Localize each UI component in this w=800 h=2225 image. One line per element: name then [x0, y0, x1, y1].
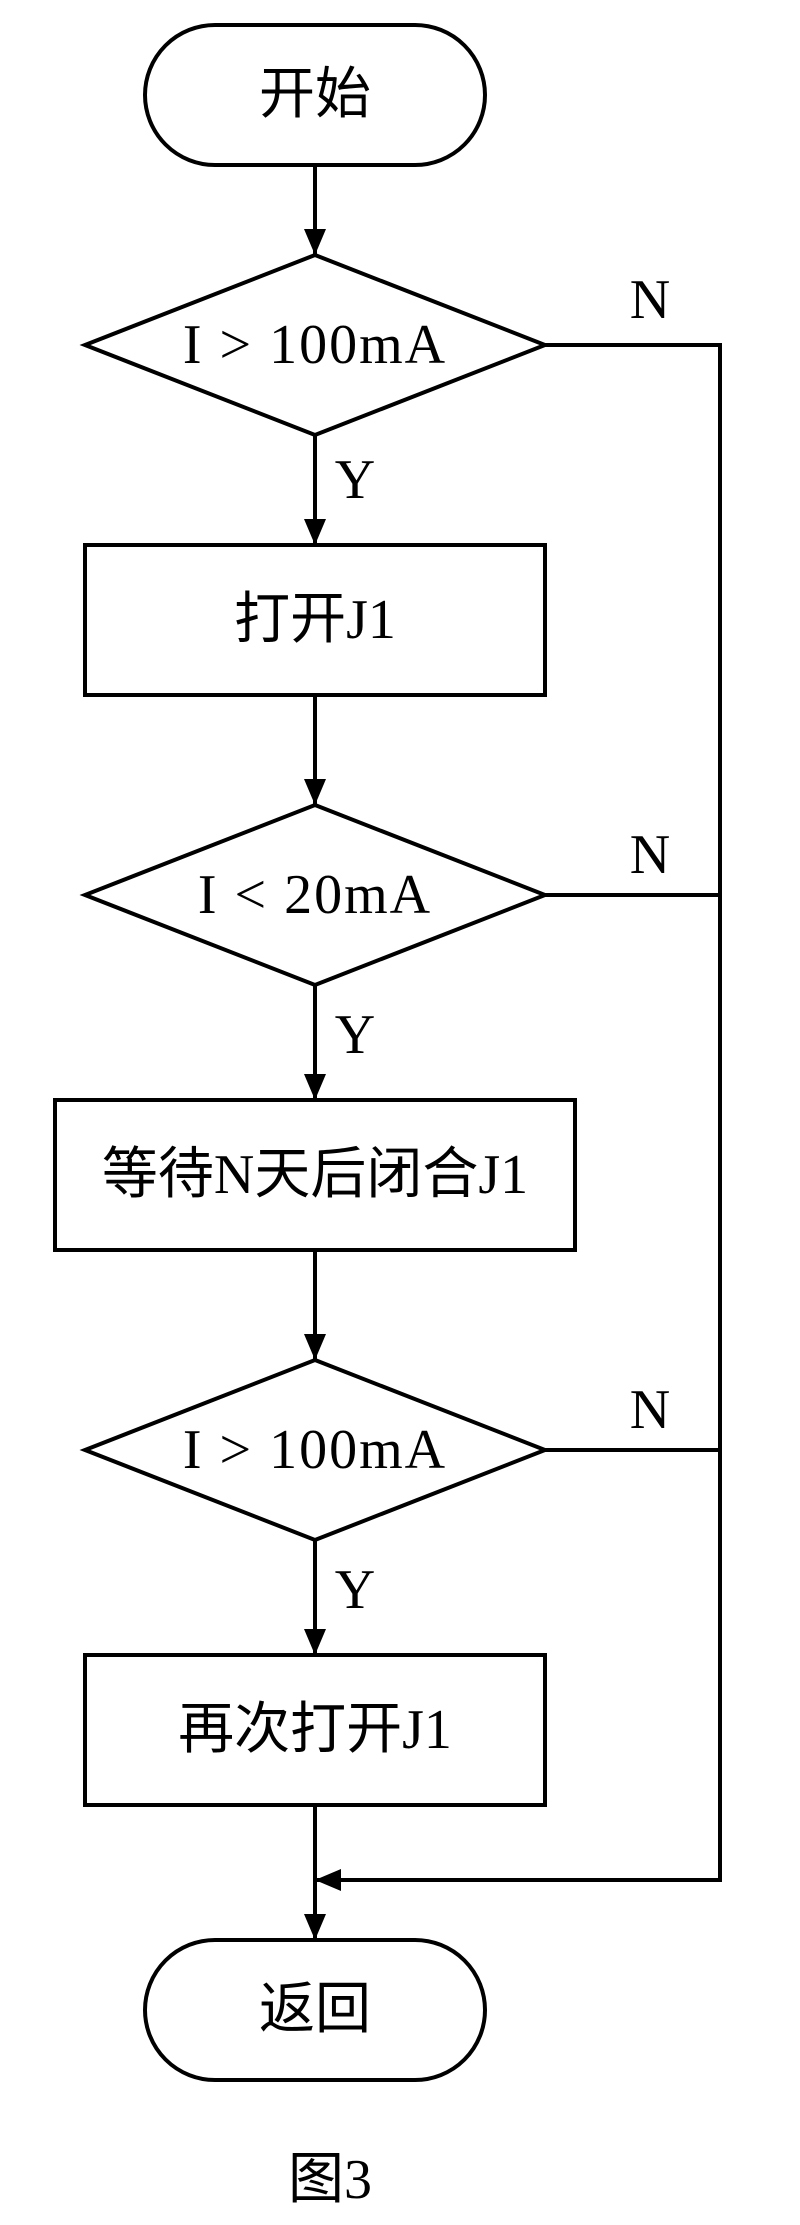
edge-label-d2-merge: N	[630, 824, 670, 886]
node-label-p2: 等待N天后闭合J1	[102, 1144, 528, 1206]
edge-label-d3-merge: N	[630, 1379, 670, 1441]
node-label-p1: 打开J1	[234, 589, 396, 651]
flowchart-canvas: Y Y Y N N N 开始 I > 100mA 打开J1 I < 20mA 等待N天后闭合J1 I …	[0, 0, 800, 2225]
edge-label-d3-p3: Y	[335, 1559, 375, 1621]
edge-label-d1-p1: Y	[335, 449, 375, 511]
node-label-d1: I > 100mA	[183, 314, 447, 376]
node-label-start: 开始	[259, 64, 371, 126]
node-label-d2: I < 20mA	[198, 864, 432, 926]
edge-label-d1-merge: N	[630, 269, 670, 331]
edge-label-d2-p2: Y	[335, 1004, 375, 1066]
node-label-p3: 再次打开J1	[178, 1699, 452, 1761]
node-label-return: 返回	[259, 1979, 371, 2041]
figure-caption: 图3	[288, 2149, 372, 2211]
node-label-d3: I > 100mA	[183, 1419, 447, 1481]
